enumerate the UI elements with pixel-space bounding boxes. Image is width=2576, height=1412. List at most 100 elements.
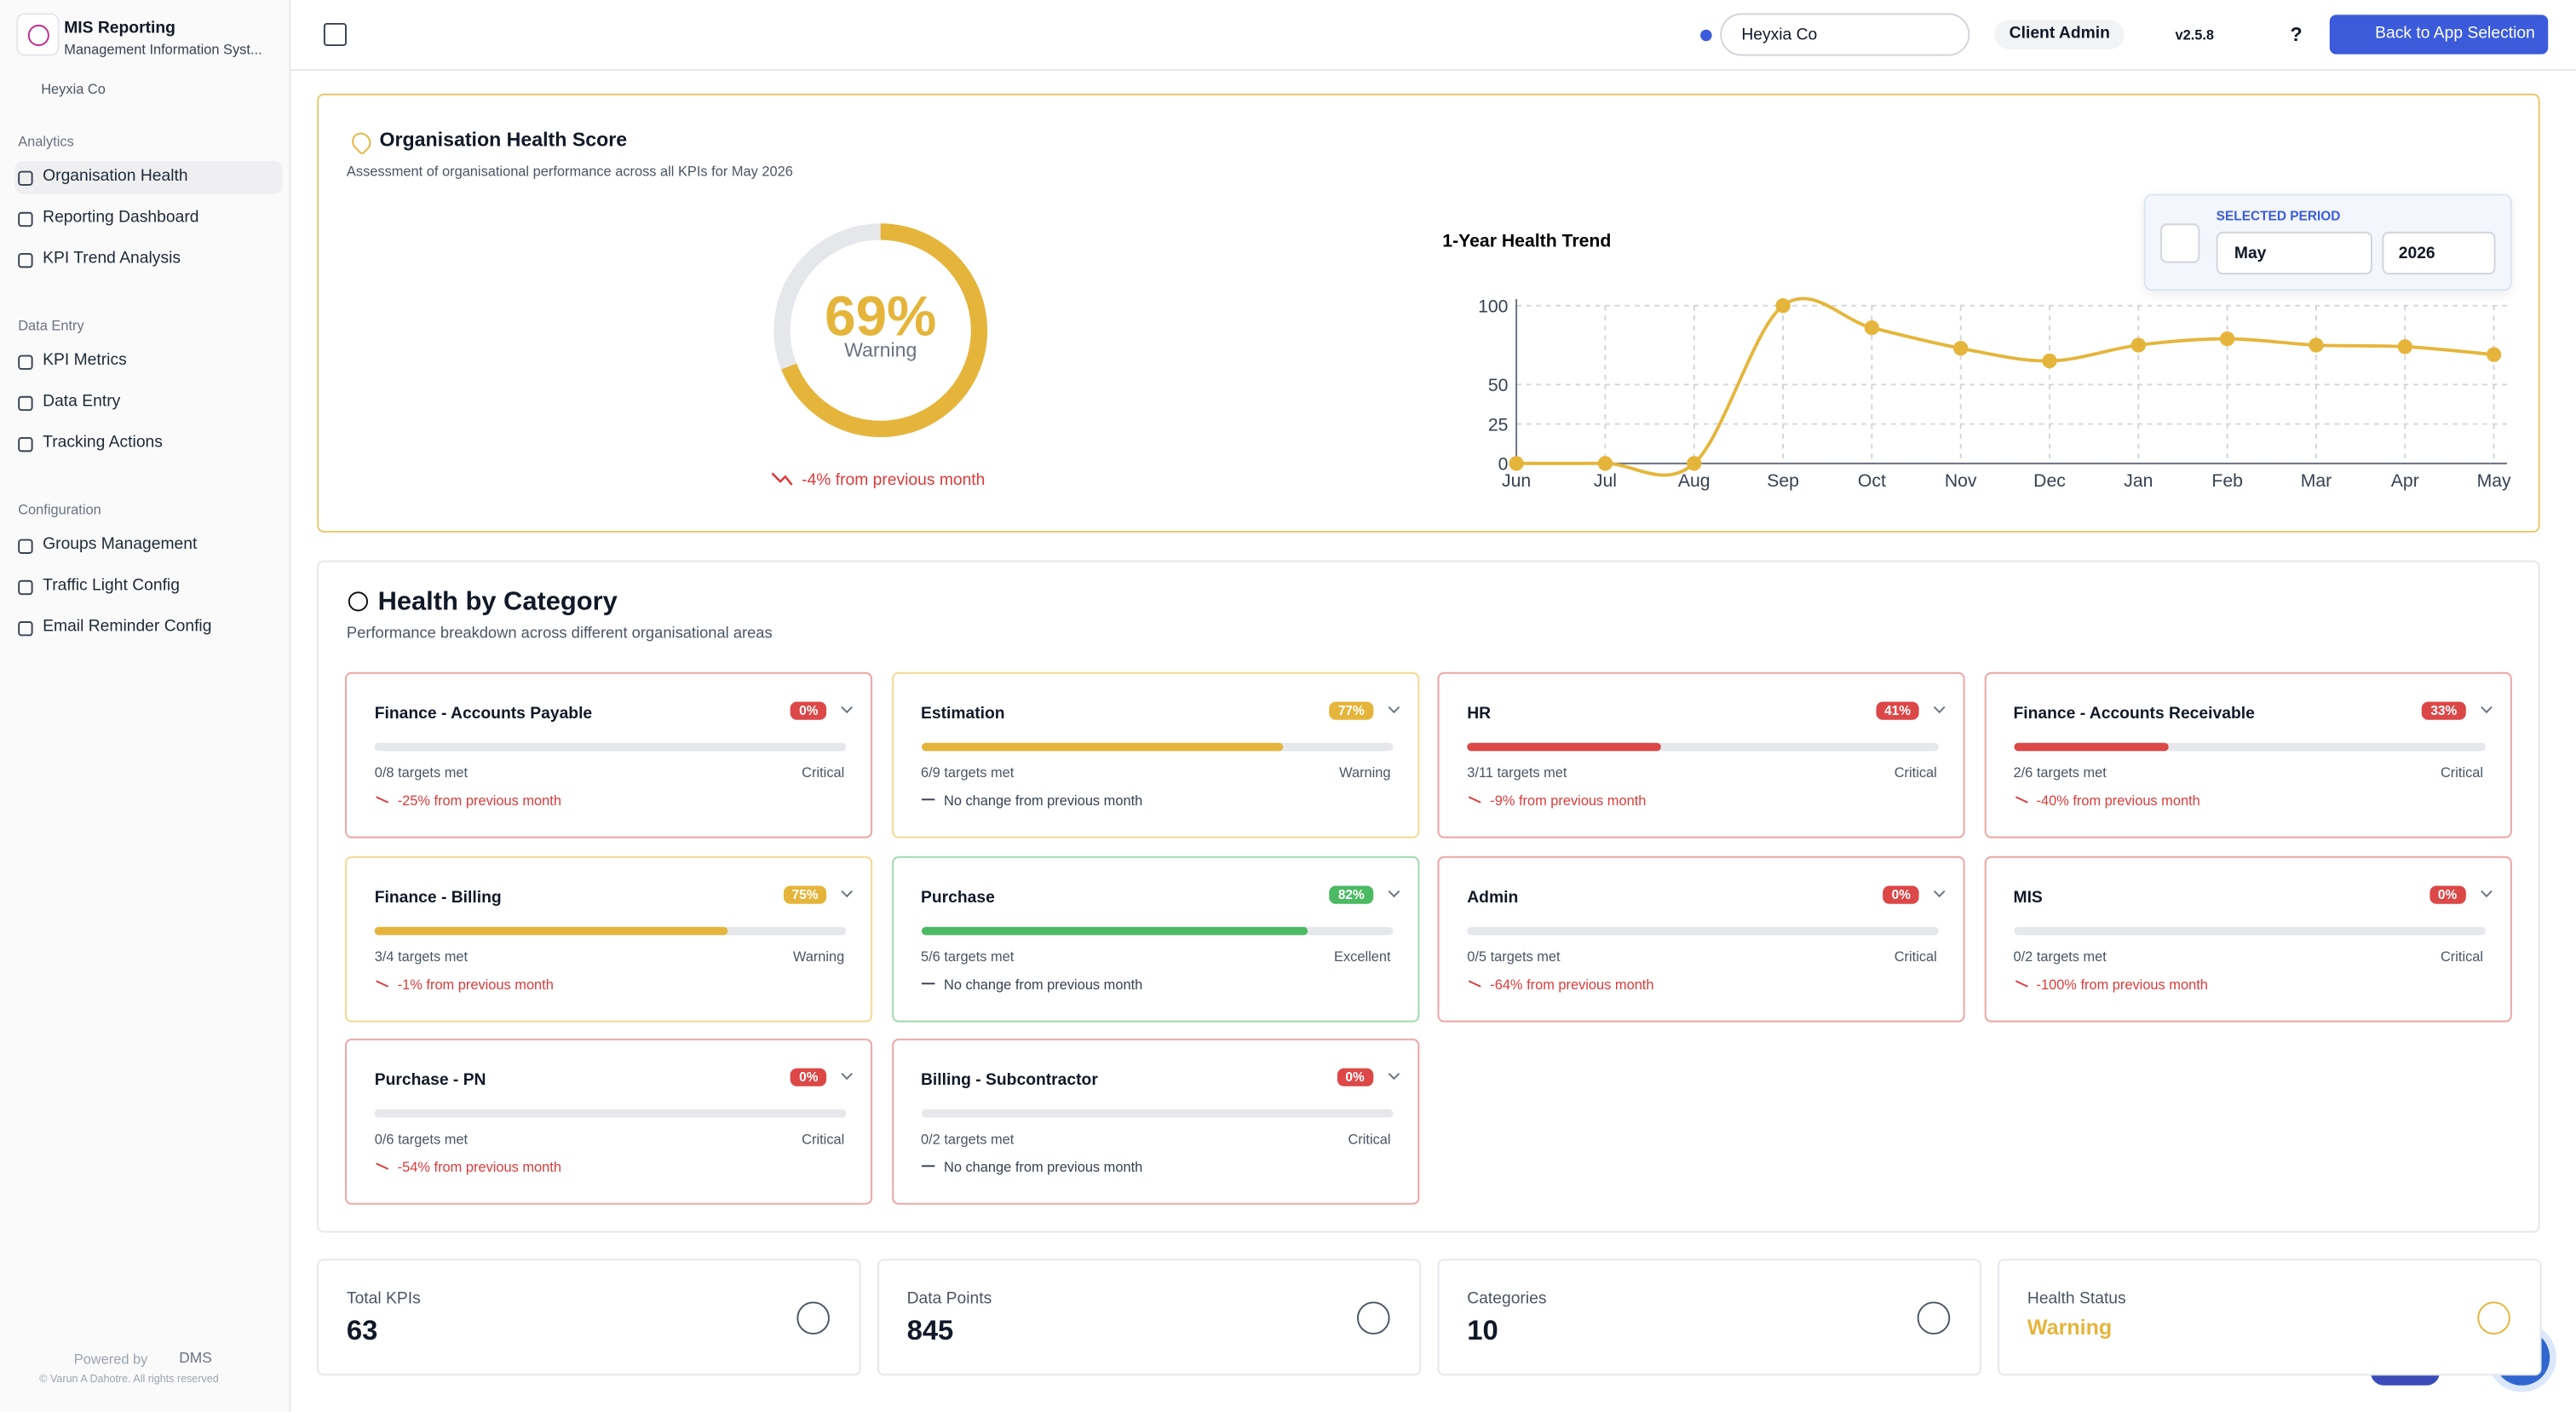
nav-item[interactable]: Groups Management bbox=[14, 529, 282, 562]
percent-badge: 0% bbox=[1337, 1068, 1373, 1086]
chevron bbox=[1387, 1068, 1400, 1081]
progress-bar bbox=[920, 925, 1308, 935]
role-badge: Client Admin bbox=[1994, 20, 2125, 49]
org-select[interactable]: Heyxia Co bbox=[1720, 13, 1970, 56]
category-subtitle: Performance breakdown across different o… bbox=[346, 624, 773, 643]
year-select[interactable]: 2026 bbox=[2382, 231, 2496, 275]
card-name: MIS bbox=[2013, 888, 2043, 907]
progress-bar bbox=[374, 925, 728, 935]
chevron bbox=[1933, 701, 1946, 714]
category-card: Finance - Accounts Receivable 33% 2/6 targ… bbox=[1983, 671, 2511, 839]
nav-item[interactable]: Traffic Light Config bbox=[14, 570, 282, 603]
targets-met: 2/6 targets met bbox=[2013, 764, 2107, 781]
progress-track bbox=[374, 925, 847, 935]
heart-icon bbox=[348, 129, 375, 156]
stat-value: 10 bbox=[1467, 1314, 1498, 1346]
status: Critical bbox=[1894, 764, 1937, 781]
period-picker: SELECTED PERIOD May 2026 bbox=[2143, 193, 2512, 291]
stat-label: Data Points bbox=[906, 1289, 992, 1309]
card-name: HR bbox=[1467, 705, 1492, 723]
nav-item[interactable]: Reporting Dashboard bbox=[14, 202, 282, 235]
trend-icon bbox=[920, 798, 934, 805]
trend-icon bbox=[920, 1165, 934, 1172]
category-card: Finance - Billing 75% 3/4 targets met Warni… bbox=[345, 855, 873, 1022]
stat-icon bbox=[1917, 1301, 1951, 1335]
trend-icon bbox=[373, 1162, 389, 1174]
status: Critical bbox=[2440, 947, 2484, 965]
org-name: Heyxia Co bbox=[41, 80, 106, 97]
progress-track bbox=[374, 1109, 847, 1118]
percent-badge: 0% bbox=[2429, 885, 2465, 903]
nav-item[interactable]: Tracking Actions bbox=[14, 427, 282, 460]
nav-heading: Configuration bbox=[18, 501, 101, 518]
back-button[interactable]: Back to App Selection bbox=[2329, 14, 2549, 55]
targets-met: 0/8 targets met bbox=[374, 764, 469, 781]
period-heading: SELECTED PERIOD bbox=[2216, 208, 2341, 224]
app-subtitle: Management Information Syst... bbox=[64, 41, 262, 58]
card-name: Estimation bbox=[920, 705, 1005, 723]
nav-heading: Data Entry bbox=[18, 317, 84, 334]
status: Excellent bbox=[1334, 947, 1391, 965]
nav-item[interactable]: Organisation Health bbox=[14, 161, 283, 194]
change: No change from previous month bbox=[943, 975, 1143, 992]
chevron bbox=[841, 885, 854, 897]
trend-icon bbox=[1466, 796, 1481, 808]
stat-value: 845 bbox=[906, 1314, 954, 1346]
card-name: Billing - Subcontractor bbox=[920, 1071, 1098, 1090]
category-title: Health by Category bbox=[377, 588, 618, 617]
stat-value: Warning bbox=[2027, 1314, 2113, 1340]
health-card: Organisation Health Score Assessment of … bbox=[317, 93, 2540, 533]
sidebar: MIS Reporting Management Information Sys… bbox=[0, 0, 291, 1412]
chevron bbox=[1387, 701, 1400, 714]
change: -100% from previous month bbox=[2036, 975, 2208, 992]
stat-icon bbox=[1357, 1301, 1390, 1335]
trend-icon bbox=[2012, 796, 2027, 808]
chevron bbox=[1387, 885, 1400, 897]
brand: DMS bbox=[179, 1349, 212, 1366]
progress-track bbox=[920, 1109, 1393, 1118]
trend-icon bbox=[920, 982, 934, 988]
trend-icon bbox=[1466, 979, 1481, 991]
month-select[interactable]: May bbox=[2216, 231, 2372, 275]
card-name: Finance - Accounts Receivable bbox=[2013, 705, 2255, 723]
version: v2.5.8 bbox=[2175, 26, 2215, 43]
change: -25% from previous month bbox=[397, 792, 561, 809]
target-icon bbox=[348, 591, 369, 612]
targets-met: 0/5 targets met bbox=[1467, 947, 1561, 965]
change: No change from previous month bbox=[943, 1158, 1143, 1175]
targets-met: 0/2 targets met bbox=[2013, 947, 2107, 965]
status: Critical bbox=[802, 1130, 845, 1148]
progress-track bbox=[920, 742, 1393, 752]
stat-card: Health Status Warning bbox=[1998, 1259, 2542, 1376]
category-card: Finance - Accounts Payable 0% 0/8 targets … bbox=[345, 671, 873, 839]
change: -64% from previous month bbox=[1490, 975, 1654, 992]
percent-badge: 75% bbox=[783, 885, 827, 903]
progress-track bbox=[1467, 742, 1939, 752]
help[interactable]: ? bbox=[2290, 23, 2303, 47]
progress-bar bbox=[920, 742, 1285, 752]
category-card: HR 41% 3/11 targets met Critical -9% from pr… bbox=[1437, 671, 1965, 839]
nav-item[interactable]: KPI Trend Analysis bbox=[14, 243, 282, 276]
category-card: Estimation 77% 6/9 targets met Warning No ch… bbox=[891, 671, 1419, 839]
nav-heading: Analytics bbox=[18, 133, 74, 150]
targets-met: 5/6 targets met bbox=[920, 947, 1015, 965]
percent-badge: 0% bbox=[791, 1068, 827, 1086]
percent-badge: 77% bbox=[1330, 701, 1373, 720]
stat-label: Health Status bbox=[2027, 1289, 2126, 1309]
targets-met: 3/11 targets met bbox=[1467, 764, 1567, 781]
nav-item[interactable]: Email Reminder Config bbox=[14, 611, 282, 644]
progress-bar bbox=[2013, 742, 2170, 752]
nav-item[interactable]: Data Entry bbox=[14, 386, 282, 419]
targets-met: 3/4 targets met bbox=[374, 947, 469, 965]
category-card: MIS 0% 0/2 targets met Critical -100% from p… bbox=[1983, 855, 2511, 1022]
toggle-sidebar[interactable] bbox=[323, 23, 347, 47]
stat-label: Categories bbox=[1467, 1289, 1547, 1309]
status: Critical bbox=[2440, 764, 2484, 781]
nav-item[interactable]: KPI Metrics bbox=[14, 345, 282, 378]
powered-by: Powered by bbox=[73, 1351, 148, 1368]
change: -1% from previous month bbox=[397, 975, 554, 992]
health-title: Organisation Health Score bbox=[379, 128, 628, 152]
category-card: Billing - Subcontractor 0% 0/2 targets met… bbox=[891, 1038, 1419, 1205]
percent-badge: 0% bbox=[791, 701, 827, 720]
